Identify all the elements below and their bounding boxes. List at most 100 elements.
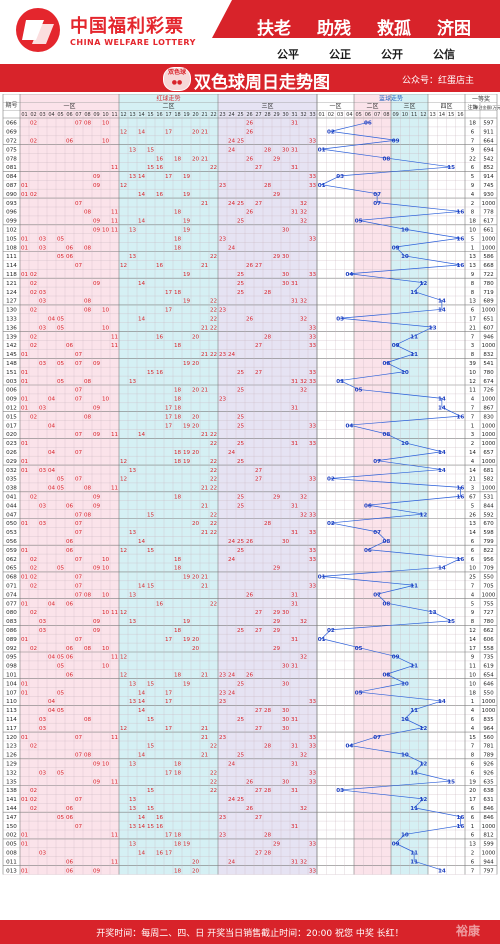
red-ball-number: 03 bbox=[39, 299, 47, 305]
red-ball-number: 25 bbox=[237, 423, 245, 429]
red-ball-number: 22 bbox=[210, 512, 217, 518]
blue-ball-number: 14 bbox=[438, 868, 446, 874]
red-ball-number: 14 bbox=[138, 192, 146, 198]
red-ball-number: 30 bbox=[282, 717, 290, 723]
red-ball-number: 20 bbox=[192, 156, 200, 162]
prize-amount: 755 bbox=[483, 601, 493, 607]
red-ball-number: 02 bbox=[30, 290, 37, 296]
red-ball-number: 26 bbox=[246, 156, 254, 162]
blue-zone-label: 一区 bbox=[329, 103, 341, 110]
prize-count: 7 bbox=[471, 744, 474, 750]
blue-ball-number: 08 bbox=[382, 539, 390, 545]
red-ball-number: 29 bbox=[273, 566, 281, 572]
prize-amount: 668 bbox=[483, 263, 494, 269]
red-ball-number: 17 bbox=[165, 726, 173, 732]
red-ball-number: 32 bbox=[300, 753, 307, 759]
red-ball-number: 11 bbox=[111, 210, 119, 216]
prize-count: 8 bbox=[471, 352, 475, 358]
issue-label: 011 bbox=[6, 859, 17, 865]
issue-label: 080 bbox=[6, 610, 17, 616]
red-ball-number: 21 bbox=[201, 263, 209, 269]
red-ball-number: 25 bbox=[237, 548, 245, 554]
red-ball-number: 22 bbox=[210, 254, 217, 260]
red-ball-number: 14 bbox=[138, 174, 146, 180]
red-ball-number: 25 bbox=[237, 388, 245, 394]
red-ball-number: 30 bbox=[282, 254, 290, 260]
red-ball-number: 25 bbox=[237, 681, 245, 687]
blue-ball-number: 15 bbox=[447, 165, 455, 171]
red-ball-number: 11 bbox=[111, 334, 119, 340]
red-ball-number: 33 bbox=[309, 334, 317, 340]
red-ball-number: 30 bbox=[282, 539, 290, 545]
prize-count: 26 bbox=[469, 512, 476, 518]
red-ball-number: 21 bbox=[201, 753, 209, 759]
prize-count: 10 bbox=[469, 370, 476, 376]
blue-ball-number: 09 bbox=[392, 138, 400, 144]
prize-count: 6 bbox=[471, 548, 475, 554]
issue-label: 072 bbox=[6, 138, 17, 144]
red-ball-number: 02 bbox=[30, 646, 37, 652]
red-ball-number: 11 bbox=[111, 779, 119, 785]
blue-ball-number: 11 bbox=[410, 334, 418, 340]
red-ball-number: 22 bbox=[210, 530, 217, 536]
blue-ball-number: 09 bbox=[392, 245, 400, 251]
blue-ball-number: 10 bbox=[401, 227, 409, 233]
issue-label: 047 bbox=[6, 512, 17, 518]
red-ball-number: 14 bbox=[138, 219, 146, 225]
red-ball-number: 01 bbox=[21, 637, 29, 643]
red-ball-number: 10 bbox=[102, 397, 110, 403]
red-ball-number: 19 bbox=[183, 174, 191, 180]
red-ball-number: 22 bbox=[210, 744, 217, 750]
blue-ball-number: 14 bbox=[438, 299, 446, 305]
red-ball-number: 13 bbox=[129, 147, 137, 153]
red-ball-number: 18 bbox=[174, 245, 182, 251]
issue-label: 101 bbox=[6, 672, 17, 678]
prize-amount: 709 bbox=[483, 566, 494, 572]
red-ball-number: 10 bbox=[102, 308, 110, 314]
red-ball-number: 13 bbox=[129, 468, 137, 474]
prize-count: 6 bbox=[471, 308, 475, 314]
red-ball-number: 13 bbox=[129, 592, 137, 598]
blue-number-header: 13 bbox=[429, 112, 435, 118]
prize-count-header: 注数 bbox=[467, 104, 477, 111]
red-ball-number: 07 bbox=[75, 557, 83, 563]
red-ball-number: 19 bbox=[183, 459, 191, 465]
red-ball-number: 04 bbox=[48, 655, 56, 661]
red-ball-number: 02 bbox=[30, 494, 37, 500]
blue-ball-number: 14 bbox=[438, 397, 446, 403]
red-ball-number: 04 bbox=[48, 708, 56, 714]
red-ball-number: 27 bbox=[255, 726, 263, 732]
prize-count: 8 bbox=[471, 210, 475, 216]
red-ball-number: 22 bbox=[210, 788, 217, 794]
red-ball-number: 20 bbox=[192, 334, 200, 340]
red-ball-number: 09 bbox=[93, 628, 101, 634]
red-ball-number: 23 bbox=[219, 690, 227, 696]
prize-amount: 664 bbox=[483, 138, 494, 144]
red-ball-number: 02 bbox=[30, 744, 37, 750]
prize-amount: 867 bbox=[483, 405, 493, 411]
red-ball-number: 17 bbox=[165, 174, 173, 180]
issue-label: 138 bbox=[6, 788, 17, 794]
red-ball-number: 29 bbox=[273, 646, 281, 652]
issue-label: 090 bbox=[6, 192, 17, 198]
red-zone-label: 一区 bbox=[63, 103, 75, 110]
red-ball-number: 27 bbox=[255, 370, 263, 376]
red-ball-number: 13 bbox=[129, 681, 137, 687]
red-ball-number: 19 bbox=[183, 361, 191, 367]
red-ball-number: 28 bbox=[264, 183, 272, 189]
red-number-header: 14 bbox=[138, 112, 144, 118]
prize-count: 6 bbox=[471, 165, 475, 171]
blue-ball-number: 11 bbox=[410, 850, 418, 856]
issue-label: 111 bbox=[6, 254, 17, 260]
red-ball-number: 06 bbox=[66, 539, 74, 545]
issue-label: 120 bbox=[6, 735, 17, 741]
red-ball-number: 31 bbox=[291, 744, 299, 750]
red-ball-number: 31 bbox=[291, 405, 299, 411]
red-ball-number: 09 bbox=[93, 174, 101, 180]
blue-ball-number: 08 bbox=[382, 601, 390, 607]
prize-amount: 780 bbox=[483, 619, 494, 625]
prize-amount: 541 bbox=[483, 361, 493, 367]
prize-count: 4 bbox=[471, 397, 475, 403]
red-ball-number: 31 bbox=[291, 601, 299, 607]
